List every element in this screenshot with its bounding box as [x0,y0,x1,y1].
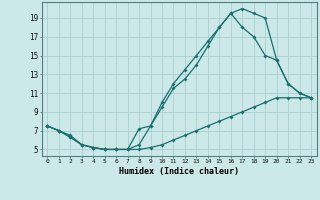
X-axis label: Humidex (Indice chaleur): Humidex (Indice chaleur) [119,167,239,176]
